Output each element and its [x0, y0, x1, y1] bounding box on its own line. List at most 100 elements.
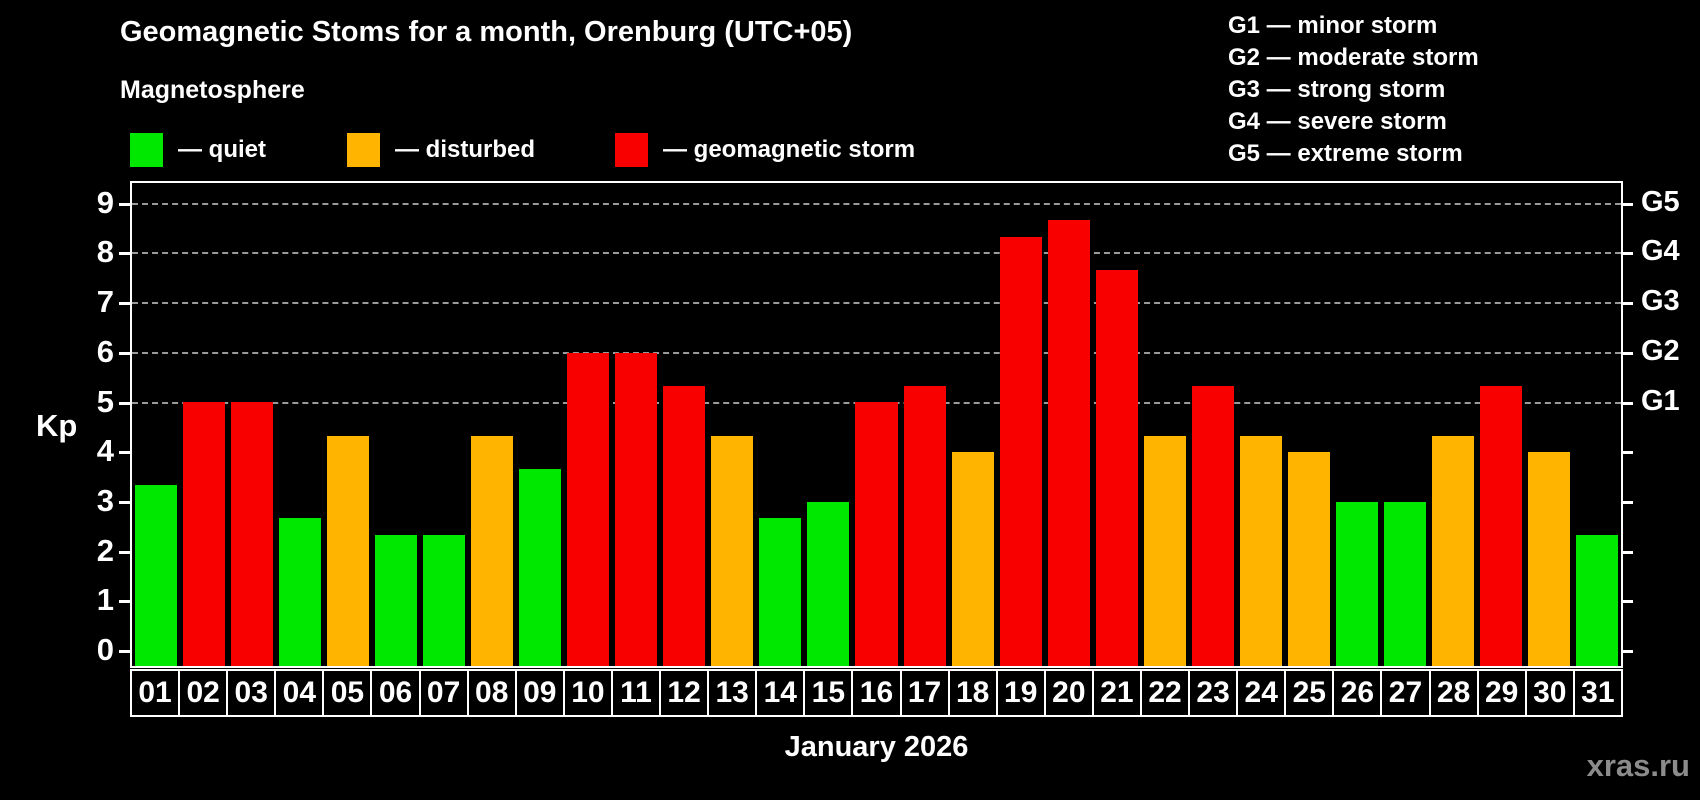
day-label-01: 01 [130, 669, 181, 717]
kp-bar-day-22 [1143, 436, 1186, 666]
kp-bar-day-30 [1527, 452, 1570, 666]
storm-scale-g1: G1 — minor storm [1228, 12, 1438, 39]
kp-bar-day-17 [903, 386, 946, 666]
kp-bar-day-02 [183, 402, 226, 666]
left-axis-tick-7 [119, 302, 130, 306]
kp-bar-day-26 [1335, 502, 1378, 666]
day-label-10: 10 [562, 669, 613, 717]
storm-scale-g3: G3 — strong storm [1228, 76, 1446, 103]
day-label-15: 15 [803, 669, 854, 717]
left-axis-tick-4 [119, 451, 130, 455]
y-axis-label: Kp [36, 408, 78, 443]
day-label-19: 19 [995, 669, 1046, 717]
kp-bar-day-03 [231, 402, 274, 666]
day-label-28: 28 [1428, 669, 1479, 717]
y-tick-label-7: 7 [96, 284, 114, 320]
left-axis-tick-5 [119, 401, 130, 405]
kp-bar-day-27 [1383, 502, 1426, 666]
day-label-11: 11 [610, 669, 662, 717]
left-axis-tick-8 [119, 252, 130, 256]
kp-bar-day-21 [1095, 270, 1138, 666]
day-label-23: 23 [1188, 669, 1239, 717]
kp-bar-day-14 [759, 518, 802, 666]
day-label-29: 29 [1476, 669, 1527, 717]
day-label-12: 12 [659, 669, 710, 717]
gridline-kp9 [132, 202, 1621, 205]
page-title: Geomagnetic Stoms for a month, Orenburg … [120, 16, 853, 48]
right-axis-label-g3: G3 [1641, 285, 1680, 318]
storm-scale-g5: G5 — extreme storm [1228, 140, 1463, 167]
kp-bar-day-05 [327, 436, 370, 666]
kp-bar-day-15 [807, 502, 850, 666]
day-label-21: 21 [1091, 669, 1142, 717]
watermark: xras.ru [1586, 748, 1690, 783]
left-axis-tick-2 [119, 550, 130, 554]
left-axis-tick-0 [119, 650, 130, 653]
left-axis-tick-6 [119, 351, 130, 355]
right-axis-label-g5: G5 [1641, 185, 1680, 218]
kp-bar-day-01 [135, 485, 178, 666]
right-axis-label-g1: G1 [1641, 384, 1680, 417]
day-label-18: 18 [947, 669, 998, 717]
kp-bar-day-11 [615, 353, 658, 666]
kp-bar-day-07 [423, 535, 466, 666]
storm-scale-legend: G1 — minor storm G2 — moderate storm G3 … [1228, 10, 1479, 170]
y-tick-label-2: 2 [96, 532, 114, 568]
right-axis-label-g4: G4 [1641, 235, 1680, 268]
gridline-kp7 [132, 302, 1621, 305]
kp-bar-day-08 [471, 436, 514, 666]
legend-swatch-quiet [130, 133, 163, 167]
day-label-30: 30 [1524, 669, 1575, 717]
day-label-22: 22 [1139, 669, 1191, 717]
day-label-13: 13 [707, 669, 758, 717]
kp-bar-day-04 [279, 518, 322, 666]
kp-bar-day-09 [519, 469, 562, 666]
kp-bar-day-18 [951, 452, 994, 666]
legend-label-disturbed: — disturbed [395, 136, 536, 163]
day-label-17: 17 [899, 669, 950, 717]
y-tick-label-8: 8 [96, 234, 114, 270]
day-label-08: 08 [466, 669, 517, 717]
kp-bar-day-12 [663, 386, 706, 666]
day-label-06: 06 [370, 669, 421, 717]
legend-label-quiet: — quiet [178, 136, 266, 163]
gridline-kp6 [132, 351, 1621, 354]
legend-swatch-storm [615, 133, 648, 167]
legend-label-storm: — geomagnetic storm [663, 136, 916, 163]
day-label-20: 20 [1043, 669, 1094, 717]
kp-bar-day-25 [1287, 452, 1330, 666]
day-label-07: 07 [418, 669, 469, 717]
left-axis-tick-3 [119, 500, 130, 504]
day-label-14: 14 [755, 669, 806, 717]
kp-bar-day-31 [1575, 535, 1618, 666]
kp-bar-day-24 [1239, 436, 1282, 666]
kp-bar-day-29 [1479, 386, 1522, 666]
storm-scale-g4: G4 — severe storm [1228, 108, 1447, 135]
day-label-27: 27 [1380, 669, 1431, 717]
y-tick-label-1: 1 [96, 582, 114, 618]
y-tick-label-6: 6 [96, 333, 114, 369]
day-label-25: 25 [1284, 669, 1335, 717]
storm-scale-g2: G2 — moderate storm [1228, 44, 1479, 71]
kp-bar-day-23 [1191, 386, 1234, 666]
day-label-05: 05 [322, 669, 373, 717]
day-label-04: 04 [274, 669, 325, 717]
day-label-09: 09 [514, 669, 565, 717]
x-axis-month-label: January 2026 [784, 731, 969, 763]
kp-bar-day-28 [1431, 436, 1474, 666]
kp-bar-day-13 [711, 436, 754, 666]
day-label-31: 31 [1572, 669, 1623, 717]
left-axis-tick-1 [119, 600, 130, 604]
kp-bar-day-10 [567, 353, 610, 666]
day-label-row: 01 02 03 04 05 06 07 08 09 10 11 12 13 14 15 16 17 18 19 20… [130, 669, 1623, 717]
gridline-kp8 [132, 252, 1621, 255]
day-label-16: 16 [851, 669, 902, 717]
day-label-26: 26 [1332, 669, 1383, 717]
kp-bar-day-19 [999, 237, 1042, 666]
kp-bar-day-16 [855, 402, 898, 666]
day-label-24: 24 [1236, 669, 1287, 717]
legend-swatch-disturbed [347, 133, 380, 167]
y-tick-label-0: 0 [96, 632, 114, 667]
kp-bar-day-06 [375, 535, 418, 666]
chart-subtitle: Magnetosphere [120, 76, 305, 104]
